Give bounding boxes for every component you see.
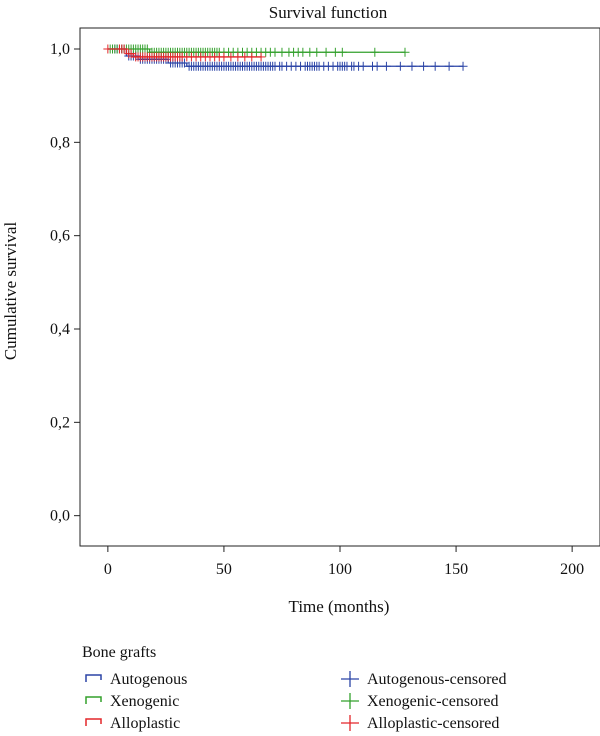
legend-label-autogenous-censored: Autogenous-censored: [367, 671, 507, 688]
censor-mark-xenogenic: [370, 47, 380, 57]
censor-mark-alloplastic: [247, 52, 257, 62]
y-tick-label: 0,4: [50, 321, 70, 338]
y-tick-label: 1,0: [50, 41, 70, 58]
censor-mark-autogenous: [372, 61, 382, 71]
x-tick-label: 200: [560, 561, 584, 578]
x-tick-label: 50: [216, 561, 232, 578]
censor-mark-xenogenic: [400, 47, 410, 57]
censor-mark-autogenous: [458, 61, 468, 71]
y-tick-label: 0,8: [50, 134, 70, 151]
y-tick-label: 0,6: [50, 228, 70, 245]
censor-mark-alloplastic: [256, 52, 266, 62]
censor-mark-autogenous: [419, 61, 429, 71]
series-alloplastic: [103, 44, 266, 62]
x-axis-ticks: 0 50 100 150 200: [104, 546, 584, 578]
censor-mark-xenogenic: [142, 44, 152, 54]
legend-line-swatch-autogenous: [85, 674, 102, 682]
legend-censor-swatch-alloplastic: [341, 715, 359, 731]
legend-label-alloplastic: Alloplastic: [110, 715, 180, 732]
censor-mark-alloplastic: [126, 49, 136, 59]
legend: Bone grafts Autogenous Autogenous-censore…: [82, 644, 507, 732]
x-tick-label: 0: [104, 561, 112, 578]
censor-mark-autogenous: [179, 58, 189, 68]
censor-mark-autogenous: [407, 61, 417, 71]
legend-label-xenogenic: Xenogenic: [110, 693, 179, 710]
censor-mark-xenogenic: [337, 47, 347, 57]
x-tick-label: 100: [328, 561, 352, 578]
censor-mark-autogenous: [358, 61, 368, 71]
censor-mark-xenogenic: [321, 47, 331, 57]
legend-label-autogenous: Autogenous: [110, 671, 187, 688]
legend-label-alloplastic-censored: Alloplastic-censored: [367, 715, 499, 732]
y-tick-label: 0,2: [50, 414, 70, 431]
y-axis-label: Cumulative survival: [1, 222, 20, 361]
legend-title: Bone grafts: [82, 644, 156, 661]
censor-mark-xenogenic: [312, 47, 322, 57]
censor-mark-autogenous: [444, 61, 454, 71]
censor-mark-autogenous: [381, 61, 391, 71]
legend-line-swatch-alloplastic: [85, 718, 102, 726]
legend-label-xenogenic-censored: Xenogenic-censored: [367, 693, 499, 710]
legend-censor-swatch-xenogenic: [341, 693, 359, 709]
censor-mark-alloplastic: [119, 44, 129, 54]
y-tick-label: 0,0: [50, 508, 70, 525]
y-axis-ticks: 0,0 0,2 0,4 0,6 0,8 1,0: [50, 41, 80, 525]
series-layer: [103, 44, 468, 71]
x-tick-label: 150: [444, 561, 468, 578]
censor-mark-autogenous: [395, 61, 405, 71]
censor-mark-autogenous: [430, 61, 440, 71]
chart-title: Survival function: [269, 3, 388, 22]
censor-mark-alloplastic: [103, 44, 113, 54]
x-axis-label: Time (months): [289, 597, 390, 616]
legend-censor-swatch-autogenous: [341, 671, 359, 687]
plot-area-frame: [79, 27, 600, 547]
legend-line-swatch-xenogenic: [85, 696, 102, 704]
